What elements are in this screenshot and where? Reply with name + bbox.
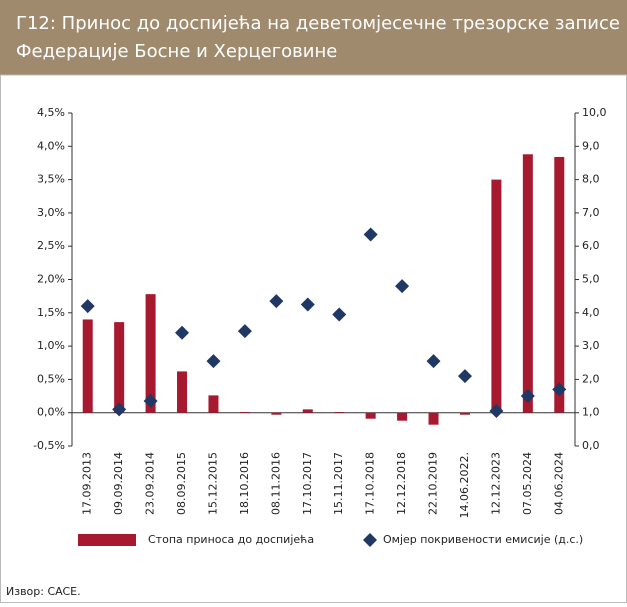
y-tick-label: 2,5%: [37, 239, 65, 252]
chart-title: Г12: Принос до доспијећа на деветомјесеч…: [16, 13, 620, 34]
bar: [145, 294, 156, 413]
bar: [302, 409, 313, 413]
diamond-marker: [520, 389, 535, 404]
y-tick-label: 0,5%: [37, 372, 65, 385]
y-tick-label: 3,0%: [37, 206, 65, 219]
y2-tick-label: 4,0: [582, 306, 600, 319]
y-tick-label: 1,5%: [37, 306, 65, 319]
y2-tick-label: 1,0: [582, 406, 600, 419]
y-tick-label: 3,5%: [37, 173, 65, 186]
bar: [177, 371, 188, 413]
diamond-marker: [143, 394, 158, 409]
bar: [428, 412, 439, 425]
bar: [334, 412, 345, 413]
x-tick-label: 18.10.2016: [238, 452, 251, 515]
y-tick-label: -0,5%: [33, 439, 65, 452]
diamond-marker: [269, 294, 284, 309]
x-tick-label: 12.12.2023: [489, 452, 502, 515]
diamond-marker: [237, 324, 252, 339]
x-tick-label: 15.12.2015: [206, 452, 219, 515]
x-tick-label: 04.06.2024: [552, 452, 565, 515]
x-tick-label: 08.09.2015: [175, 452, 188, 515]
diamond-marker: [426, 354, 441, 369]
x-tick-label: 07.05.2024: [521, 452, 534, 515]
x-tick-label: 22.10.2019: [427, 452, 440, 515]
bar: [271, 412, 282, 415]
y2-tick-label: 9,0: [582, 139, 600, 152]
x-tick-label: 23.09.2014: [144, 452, 157, 515]
y2-tick-label: 5,0: [582, 273, 600, 286]
x-tick-label: 14.06.2022.: [458, 452, 471, 518]
diamond-marker: [112, 402, 127, 417]
x-tick-label: 17.09.2013: [81, 452, 94, 515]
legend-swatch: [78, 534, 136, 546]
diamond-marker: [395, 279, 410, 294]
diamond-marker: [363, 227, 378, 242]
y2-tick-label: 3,0: [582, 339, 600, 352]
diamond-marker: [175, 325, 190, 340]
y2-tick-label: 10,0: [582, 106, 607, 119]
diamond-marker: [80, 299, 95, 314]
bar: [554, 156, 565, 413]
legend-label: Стопа приноса до доспијећа: [148, 533, 314, 546]
bar: [397, 412, 408, 421]
y-tick-label: 4,0%: [37, 139, 65, 152]
bar: [208, 395, 219, 413]
x-tick-label: 12.12.2018: [395, 452, 408, 515]
diamond-marker: [457, 369, 472, 384]
diamond-marker: [552, 382, 567, 397]
bar: [522, 154, 533, 413]
x-tick-label: 09.09.2014: [112, 452, 125, 515]
diamond-marker: [206, 354, 221, 369]
x-tick-label: 15.11.2017: [332, 452, 345, 515]
y-tick-label: 1,0%: [37, 339, 65, 352]
y-tick-label: 0,0%: [37, 406, 65, 419]
legend-label: Омјер покривености емисије (д.с.): [383, 533, 583, 546]
y2-tick-label: 7,0: [582, 206, 600, 219]
y2-tick-label: 2,0: [582, 372, 600, 385]
x-tick-label: 08.11.2016: [269, 452, 282, 515]
legend-swatch: [363, 533, 377, 547]
bar: [491, 179, 502, 413]
header: [0, 0, 627, 75]
x-tick-label: 17.10.2017: [301, 452, 314, 515]
diamond-marker: [489, 404, 504, 419]
x-tick-label: 17.10.2018: [364, 452, 377, 515]
bar: [82, 319, 93, 413]
chart-title: Федерације Босне и Херцеговине: [16, 41, 337, 62]
y-tick-label: 4,5%: [37, 106, 65, 119]
y-tick-label: 2,0%: [37, 273, 65, 286]
bar: [365, 412, 376, 419]
source: Извор: CACE.: [6, 585, 81, 598]
y2-tick-label: 8,0: [582, 173, 600, 186]
bar: [459, 412, 470, 415]
y2-tick-label: 6,0: [582, 239, 600, 252]
diamond-marker: [300, 297, 315, 312]
diamond-marker: [332, 307, 347, 322]
bar: [239, 412, 250, 413]
bar: [114, 322, 125, 413]
y2-tick-label: 0,0: [582, 439, 600, 452]
